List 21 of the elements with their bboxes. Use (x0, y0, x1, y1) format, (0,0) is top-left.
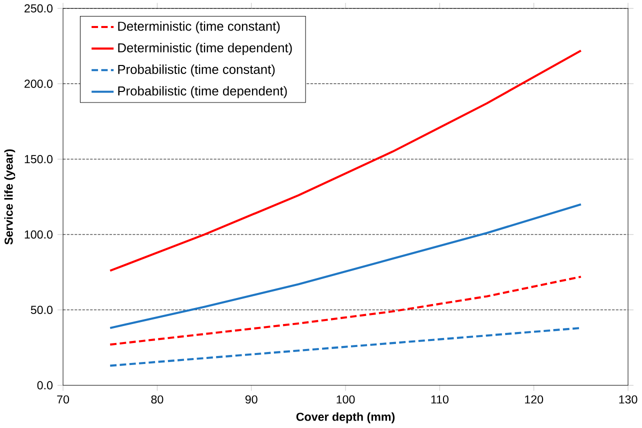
legend-label: Probabilistic (time constant) (118, 64, 275, 77)
legend-label: Deterministic (time constant) (118, 22, 280, 34)
y-tick-label: 100.0 (24, 230, 53, 239)
y-tick-label: 150.0 (24, 155, 53, 164)
legend-label: Probabilistic (time dependent) (118, 86, 287, 98)
x-tick-label: 130 (619, 396, 638, 404)
x-tick-label: 120 (525, 396, 544, 404)
x-tick-label: 90 (245, 396, 258, 404)
x-tick-label: 100 (336, 396, 355, 404)
x-tick-label: 110 (431, 396, 448, 404)
x-tick-label: 70 (57, 396, 70, 404)
line-series (109, 204, 582, 330)
x-axis-title: Cover depth (mm) (296, 412, 395, 424)
y-tick-label: 250.0 (24, 4, 53, 13)
legend-label: Deterministic (time dependent) (118, 43, 292, 56)
y-tick-label: 50.0 (30, 306, 53, 314)
y-tick-label: 0.0 (37, 381, 53, 390)
line-series (109, 276, 582, 346)
y-axis-title: Service life (year) (4, 150, 16, 245)
y-tick-label: 200.0 (24, 80, 53, 88)
x-tick-label: 80 (151, 396, 164, 404)
